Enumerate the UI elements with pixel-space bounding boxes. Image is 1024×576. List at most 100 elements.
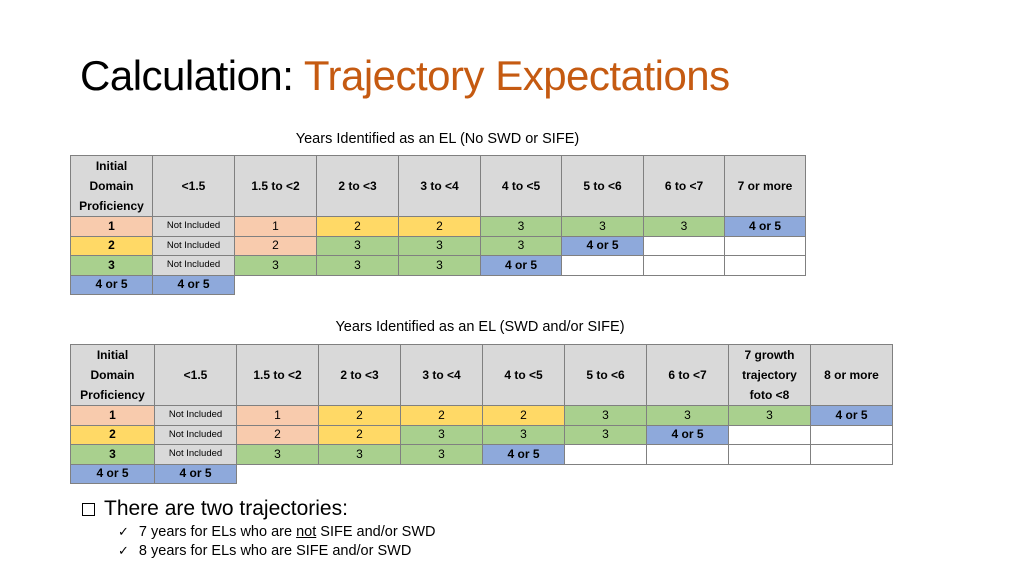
table-row: 2 Not Included 2 3 3 3 4 or 5 [70, 235, 806, 256]
expectation-cell: Not Included [152, 216, 235, 237]
expectation-cell: Not Included [154, 424, 237, 445]
expectation-cell: 3 [234, 255, 317, 276]
column-header: 3 to <4 [398, 155, 481, 217]
table-1-caption: Years Identified as an EL (No SWD or SIF… [295, 131, 580, 147]
expectation-cell: Not Included [152, 255, 235, 276]
column-header: 1.5 to <2 [234, 155, 317, 217]
expectation-cell: 4 or 5 [724, 216, 806, 237]
column-header: 2 to <3 [316, 155, 399, 217]
expectation-cell: 3 [728, 405, 811, 426]
proficiency-level-cell: 2 [70, 235, 153, 256]
column-header: 5 to <6 [564, 344, 647, 406]
proficiency-level-cell: 1 [70, 216, 153, 237]
expectation-cell: 3 [564, 424, 647, 445]
expectation-cell [729, 464, 811, 484]
expectation-cell: 3 [398, 255, 481, 276]
expectation-cell [728, 424, 811, 445]
expectation-cell [810, 444, 893, 465]
table-row: 3 Not Included 3 3 3 4 or 5 [70, 255, 806, 276]
expectation-cell: 4 or 5 [810, 405, 893, 426]
expectation-cell: Not Included [154, 405, 237, 426]
expectation-cell [481, 275, 562, 295]
table-row: 1 Not Included 1 2 2 3 3 3 4 or 5 [70, 216, 806, 237]
expectation-cell: 3 [561, 216, 644, 237]
column-header: 1.5 to <2 [236, 344, 319, 406]
table-row: 3 Not Included 3 3 3 4 or 5 [70, 444, 893, 465]
title-accent: Trajectory Expectations [303, 52, 730, 99]
expectation-cell: 2 [234, 235, 317, 256]
expectation-cell [483, 464, 565, 484]
table-2-caption: Years Identified as an EL (SWD and/or SI… [335, 319, 625, 335]
expectation-cell [399, 275, 481, 295]
expectation-cell [319, 464, 401, 484]
expectation-cell [810, 424, 893, 445]
column-header: 7 or more [724, 155, 806, 217]
expectation-cell: 3 [482, 424, 565, 445]
expectation-cell [564, 444, 647, 465]
slide-title: Calculation: Trajectory Expectations [80, 52, 730, 100]
proficiency-level-cell: 2 [70, 424, 155, 445]
expectation-cell: 2 [398, 216, 481, 237]
expectation-cell [235, 275, 317, 295]
expectation-cell: 3 [564, 405, 647, 426]
expectation-cell [401, 464, 483, 484]
proficiency-level-cell: 3 [70, 444, 155, 465]
expectation-cell: 4 or 5 [480, 255, 562, 276]
expectation-cell: 3 [316, 235, 399, 256]
expectation-cell [811, 464, 893, 484]
expectation-cell: 4 or 5 [152, 274, 235, 295]
expectation-cell [643, 255, 725, 276]
expectation-cell [725, 275, 806, 295]
expectation-cell: Not Included [154, 444, 237, 465]
expectation-cell: Not Included [152, 235, 235, 256]
expectation-cell [643, 235, 725, 256]
expectation-cell: 4 or 5 [561, 235, 644, 256]
column-header: 3 to <4 [400, 344, 483, 406]
table-row: 1 Not Included 1 2 2 2 3 3 3 4 or 5 [70, 405, 893, 426]
expectation-cell [562, 275, 644, 295]
checkmark-icon: ✓ [118, 543, 129, 558]
column-header: 2 to <3 [318, 344, 401, 406]
expectation-cell: 3 [480, 235, 562, 256]
proficiency-level-cell: 4 or 5 [70, 274, 153, 295]
expectation-cell: 2 [318, 405, 401, 426]
expectation-cell: 2 [318, 424, 401, 445]
expectation-cell: 4 or 5 [154, 463, 237, 484]
column-header: <1.5 [154, 344, 237, 406]
trajectory-table-swd-sife: Initial Domain Proficiency <1.5 1.5 to <2 2 t… [70, 344, 893, 484]
checkmark-icon: ✓ [118, 524, 129, 539]
expectation-cell: 4 or 5 [482, 444, 565, 465]
bullet-item: ✓ 7 years for ELs who are not SIFE and/o… [118, 524, 436, 540]
expectation-cell: 1 [236, 405, 319, 426]
expectation-cell: 3 [400, 424, 483, 445]
proficiency-level-cell: 4 or 5 [70, 463, 155, 484]
bullet-item-text: 8 years for ELs who are SIFE and/or SWD [138, 543, 412, 559]
expectation-cell: 2 [236, 424, 319, 445]
expectation-cell: 2 [316, 216, 399, 237]
expectation-cell: 3 [643, 216, 725, 237]
bullet-item: ✓ 8 years for ELs who are SIFE and/or SW… [118, 543, 436, 559]
expectation-cell: 1 [234, 216, 317, 237]
expectation-cell [317, 275, 399, 295]
trajectory-table-no-swd-sife: Initial Domain Proficiency <1.5 1.5 to <2 2 t… [70, 155, 806, 295]
column-header: 4 to <5 [480, 155, 562, 217]
expectation-cell [728, 444, 811, 465]
expectation-cell: 3 [646, 405, 729, 426]
expectation-cell [724, 255, 806, 276]
expectation-cell: 3 [400, 444, 483, 465]
bullet-main: There are two trajectories: [82, 497, 436, 521]
column-header: <1.5 [152, 155, 235, 217]
trajectory-notes: There are two trajectories: ✓ 7 years fo… [82, 497, 436, 559]
bullet-item-text: 7 years for ELs who are not SIFE and/or … [138, 524, 436, 540]
expectation-cell: 4 or 5 [646, 424, 729, 445]
column-header: 4 to <5 [482, 344, 565, 406]
corner-header: Initial Domain Proficiency [70, 155, 153, 217]
column-header: 7 growth trajectory foto <8 [728, 344, 811, 406]
title-prefix: Calculation: [80, 52, 304, 99]
column-header: 6 to <7 [646, 344, 729, 406]
expectation-cell: 3 [480, 216, 562, 237]
expectation-cell: 2 [400, 405, 483, 426]
proficiency-level-cell: 3 [70, 255, 153, 276]
